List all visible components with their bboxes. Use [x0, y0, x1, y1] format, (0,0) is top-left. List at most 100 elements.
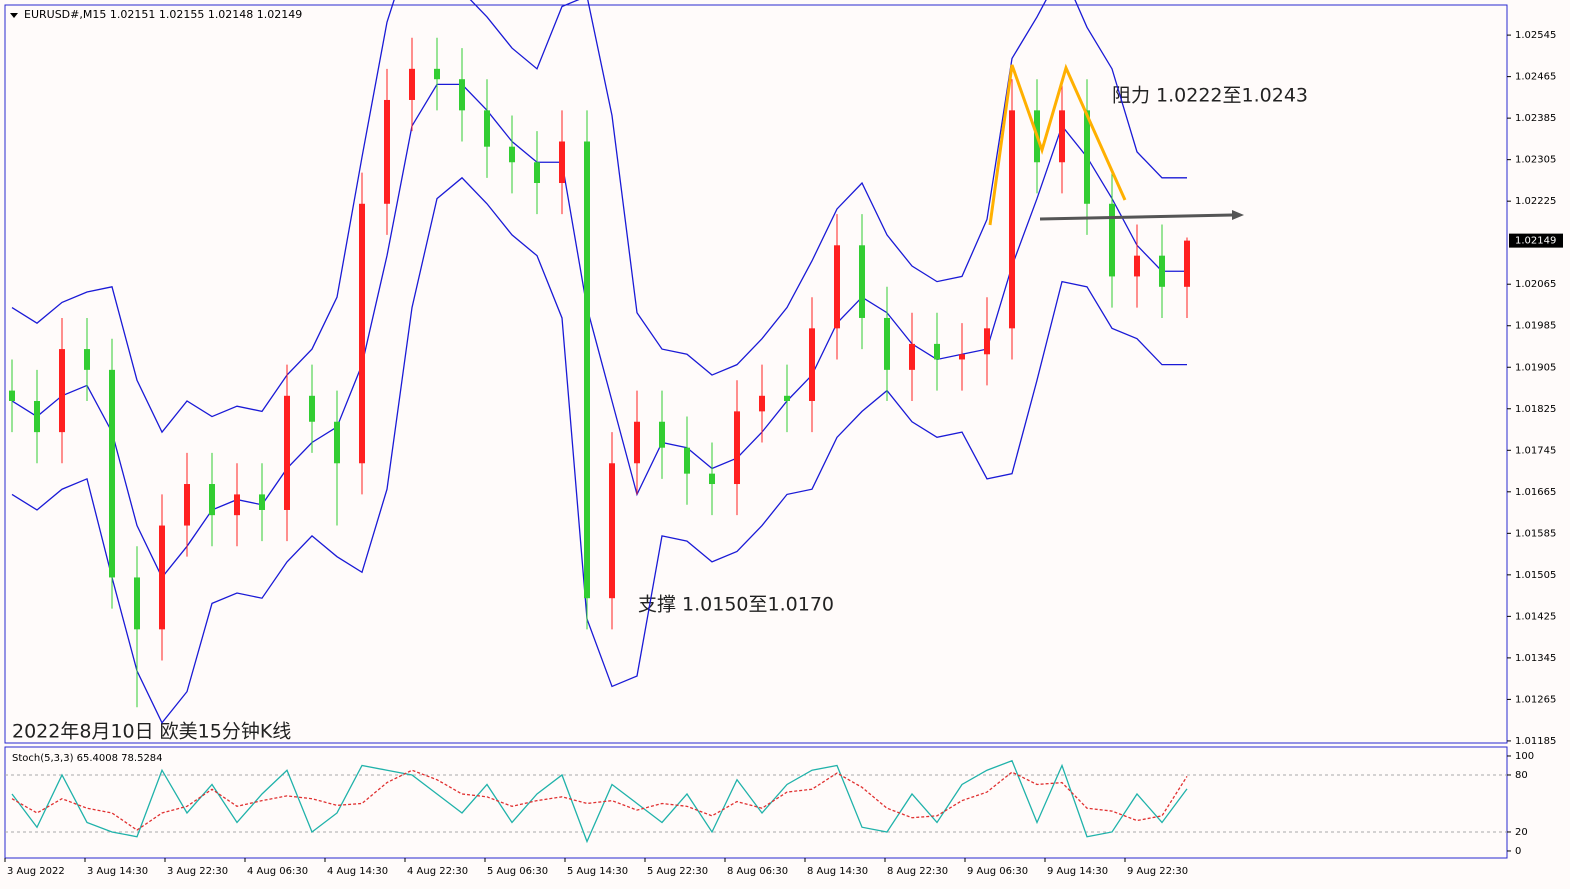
candle-body: [859, 245, 865, 318]
x-tick-label: 8 Aug 22:30: [887, 866, 948, 877]
y-tick-label: 1.01825: [1515, 404, 1556, 415]
bollinger-band: [11, 83, 1187, 579]
candle-body: [434, 68, 440, 80]
y-tick-label: 1.01665: [1515, 487, 1556, 498]
candle-body: [659, 421, 665, 448]
y-tick-label: 1.02465: [1515, 72, 1556, 83]
x-tick-label: 9 Aug 14:30: [1047, 866, 1108, 877]
x-tick-label: 9 Aug 06:30: [967, 866, 1028, 877]
x-tick-label: 3 Aug 14:30: [87, 866, 148, 877]
candle-body: [484, 110, 490, 147]
candle-body: [884, 317, 890, 370]
candle-body: [284, 395, 290, 510]
y-tick-label: 1.01345: [1515, 653, 1556, 664]
bollinger-band: [11, 176, 1187, 724]
candle-body: [1134, 255, 1140, 277]
candle-body: [184, 484, 190, 526]
x-tick-label: 8 Aug 06:30: [727, 866, 788, 877]
candle-body: [334, 421, 340, 464]
candle-body: [634, 421, 640, 464]
zigzag-arrow: [988, 63, 1127, 226]
candle-body: [109, 369, 115, 578]
candle-body: [459, 79, 465, 111]
level-arrow: [1039, 213, 1233, 221]
y-tick-label: 1.01585: [1515, 528, 1556, 539]
candle-body: [209, 484, 215, 516]
candle-body: [509, 146, 515, 163]
main-frame: [4, 4, 1508, 744]
menu-triangle: [10, 13, 18, 18]
candle-body: [909, 343, 915, 370]
stoch-signal: [11, 769, 1188, 831]
y-tick-label: 1.02545: [1515, 30, 1556, 41]
candle-body: [34, 400, 40, 433]
candle-body: [1159, 255, 1165, 287]
y-tick-label: 1.01745: [1515, 445, 1556, 456]
candle-body: [1184, 240, 1190, 287]
x-tick-label: 4 Aug 14:30: [327, 866, 388, 877]
support-note: 支撑 1.0150至1.0170: [638, 594, 834, 616]
y-tick-label: 1.01425: [1515, 611, 1556, 622]
stoch-tick-label: 20: [1515, 827, 1528, 838]
candle-body: [984, 328, 990, 355]
candle-body: [809, 328, 815, 401]
candle-body: [734, 411, 740, 485]
candle-body: [959, 354, 965, 360]
y-tick-label: 1.02225: [1515, 196, 1556, 207]
candle-body: [684, 447, 690, 474]
y-tick-label: 1.02305: [1515, 155, 1556, 166]
candle-body: [234, 494, 240, 516]
y-tick-label: 1.01905: [1515, 362, 1556, 373]
candle-body: [834, 245, 840, 329]
y-tick-label: 1.01505: [1515, 570, 1556, 581]
stoch-tick-label: 80: [1515, 770, 1528, 781]
candle-body: [9, 390, 15, 401]
candle-body: [1084, 110, 1090, 204]
stoch-tick-label: 0: [1515, 846, 1521, 857]
candle-body: [84, 349, 90, 370]
candle-body: [259, 494, 265, 510]
stoch-main: [11, 759, 1188, 844]
x-tick-label: 5 Aug 14:30: [567, 866, 628, 877]
bid-box: [1509, 233, 1563, 248]
candle-body: [709, 473, 715, 485]
candle-body: [309, 395, 315, 422]
candle-body: [584, 141, 590, 599]
stoch-header: Stoch(5,3,3) 65.4008 78.5284: [12, 753, 163, 764]
bollinger-band: [11, 0, 1187, 434]
arrows: [988, 63, 1244, 226]
candle-body: [409, 68, 415, 100]
candle-body: [1059, 110, 1065, 163]
x-tick-label: 9 Aug 22:30: [1127, 866, 1188, 877]
bid-label: 1.02149: [1515, 236, 1556, 247]
chart-header: EURUSD#,M15 1.02151 1.02155 1.02148 1.02…: [24, 8, 302, 21]
x-tick-label: 3 Aug 22:30: [167, 866, 228, 877]
x-tick-label: 3 Aug 2022: [7, 866, 65, 877]
y-tick-label: 1.02385: [1515, 113, 1556, 124]
candle-body: [609, 463, 615, 599]
x-tick-label: 5 Aug 06:30: [487, 866, 548, 877]
date-note: 2022年8月10日 欧美15分钟K线: [12, 721, 291, 743]
x-tick-label: 8 Aug 14:30: [807, 866, 868, 877]
x-tick-label: 5 Aug 22:30: [647, 866, 708, 877]
candle-body: [534, 162, 540, 184]
y-tick-label: 1.02065: [1515, 279, 1556, 290]
candle-body: [59, 349, 65, 433]
candle-body: [359, 203, 365, 464]
stoch-frame: [4, 746, 1508, 859]
candle-body: [384, 99, 390, 204]
arrow-head: [1232, 210, 1244, 220]
candle-body: [159, 525, 165, 630]
resistance-note: 阻力 1.0222至1.0243: [1112, 85, 1308, 107]
candle-body: [559, 141, 565, 184]
candle-body: [759, 395, 765, 412]
stoch-tick-label: 100: [1515, 751, 1534, 762]
x-tick-label: 4 Aug 06:30: [247, 866, 308, 877]
candle-body: [134, 577, 140, 630]
candle-body: [1109, 203, 1115, 277]
candle-body: [1009, 110, 1015, 329]
candle-body: [784, 395, 790, 401]
